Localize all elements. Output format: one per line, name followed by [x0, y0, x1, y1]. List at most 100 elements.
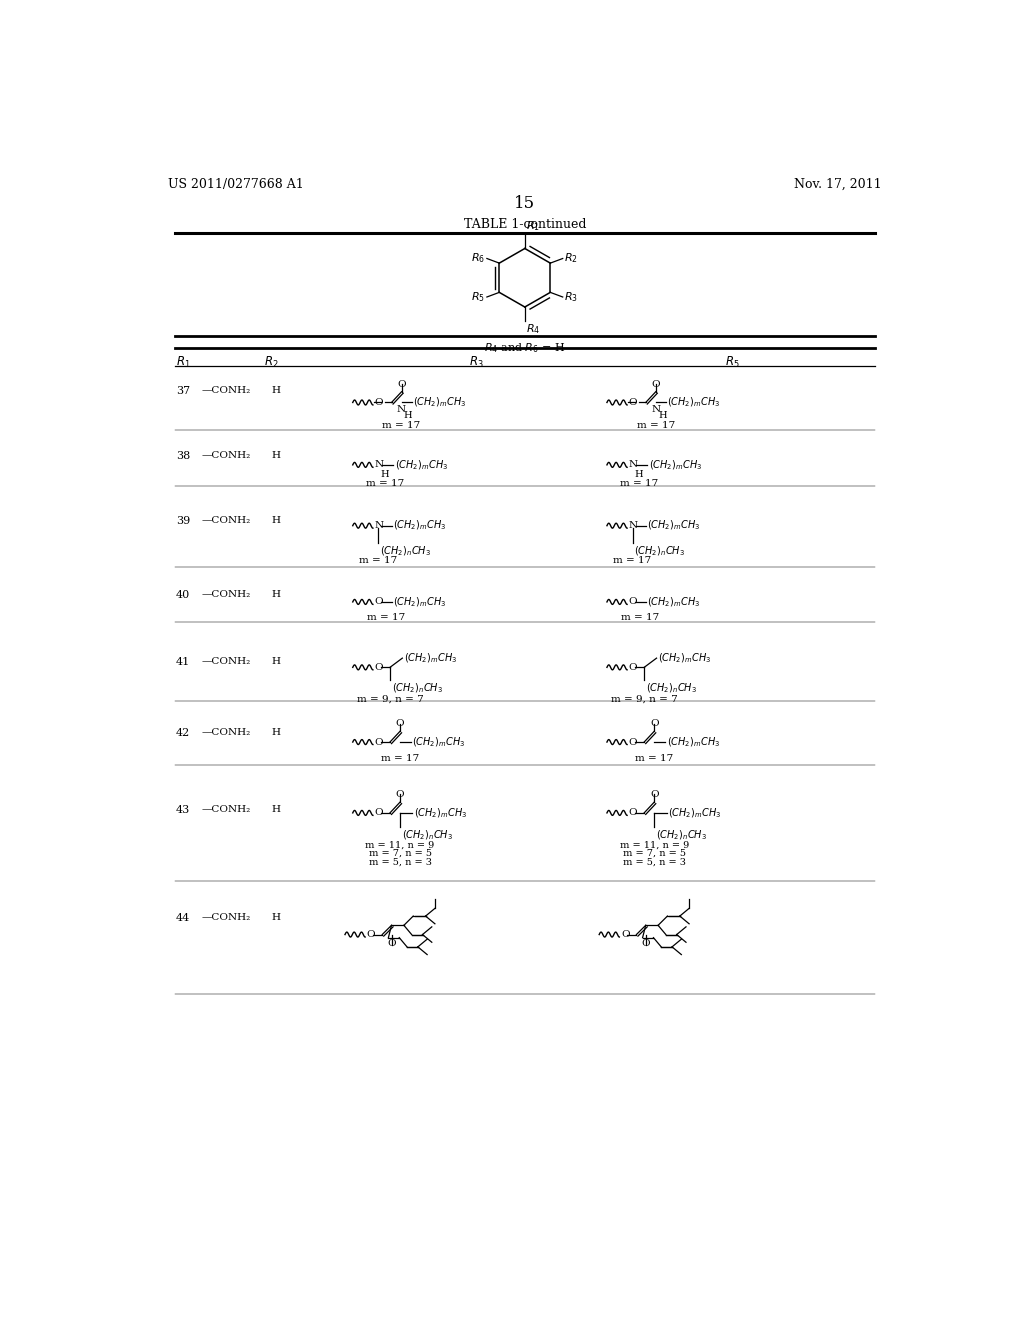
Text: m = 9, n = 7: m = 9, n = 7: [610, 696, 678, 704]
Text: N: N: [397, 405, 407, 413]
Text: m = 17: m = 17: [613, 557, 651, 565]
Text: m = 17: m = 17: [637, 421, 675, 430]
Text: 44: 44: [176, 913, 190, 923]
Text: 41: 41: [176, 656, 190, 667]
Text: $(CH_2)_m CH_3$: $(CH_2)_m CH_3$: [658, 651, 712, 665]
Text: $(CH_2)_n CH_3$: $(CH_2)_n CH_3$: [380, 544, 431, 558]
Text: H: H: [271, 805, 281, 814]
Text: $(CH_2)_m CH_3$: $(CH_2)_m CH_3$: [647, 595, 700, 609]
Text: O: O: [375, 808, 383, 817]
Text: H: H: [381, 470, 389, 479]
Text: H: H: [271, 913, 281, 921]
Text: O: O: [395, 791, 404, 799]
Text: m = 17: m = 17: [381, 755, 419, 763]
Text: m = 17: m = 17: [622, 612, 659, 622]
Text: $(CH_2)_m CH_3$: $(CH_2)_m CH_3$: [403, 651, 458, 665]
Text: O: O: [367, 931, 376, 939]
Text: $R_5$: $R_5$: [471, 290, 485, 304]
Text: $R_6$: $R_6$: [471, 252, 485, 265]
Text: $R_3$: $R_3$: [469, 355, 484, 370]
Text: —CONH₂: —CONH₂: [202, 729, 251, 737]
Text: H: H: [271, 590, 281, 598]
Text: 40: 40: [176, 590, 190, 599]
Text: $R_4$: $R_4$: [526, 322, 541, 337]
Text: m = 7, n = 5: m = 7, n = 5: [623, 849, 686, 858]
Text: O: O: [650, 791, 658, 799]
Text: US 2011/0277668 A1: US 2011/0277668 A1: [168, 178, 304, 190]
Text: N: N: [629, 461, 638, 470]
Text: H: H: [271, 451, 281, 459]
Text: $(CH_2)_n CH_3$: $(CH_2)_n CH_3$: [646, 681, 696, 694]
Text: H: H: [271, 729, 281, 737]
Text: $R_1$: $R_1$: [176, 355, 191, 370]
Text: TABLE 1-continued: TABLE 1-continued: [464, 218, 586, 231]
Text: N: N: [375, 521, 384, 531]
Text: 39: 39: [176, 516, 190, 527]
Text: $R_4$ and $R_6$ = H: $R_4$ and $R_6$ = H: [484, 341, 565, 355]
Text: O: O: [629, 663, 637, 672]
Text: $R_2$: $R_2$: [564, 252, 579, 265]
Text: H: H: [271, 516, 281, 525]
Text: m = 11, n = 9: m = 11, n = 9: [366, 841, 434, 850]
Text: $(CH_2)_m CH_3$: $(CH_2)_m CH_3$: [669, 807, 722, 820]
Text: 37: 37: [176, 385, 190, 396]
Text: m = 17: m = 17: [382, 421, 421, 430]
Text: O: O: [375, 738, 383, 747]
Text: $(CH_2)_m CH_3$: $(CH_2)_m CH_3$: [667, 735, 720, 748]
Text: m = 17: m = 17: [367, 479, 404, 487]
Text: H: H: [403, 411, 413, 420]
Text: $(CH_2)_m CH_3$: $(CH_2)_m CH_3$: [393, 519, 446, 532]
Text: $(CH_2)_m CH_3$: $(CH_2)_m CH_3$: [649, 458, 702, 471]
Text: $(CH_2)_n CH_3$: $(CH_2)_n CH_3$: [634, 544, 685, 558]
Text: m = 17: m = 17: [635, 755, 674, 763]
Text: m = 5, n = 3: m = 5, n = 3: [369, 858, 431, 866]
Text: $(CH_2)_n CH_3$: $(CH_2)_n CH_3$: [391, 681, 442, 694]
Text: O: O: [397, 380, 406, 388]
Text: Nov. 17, 2011: Nov. 17, 2011: [794, 178, 882, 190]
Text: $(CH_2)_m CH_3$: $(CH_2)_m CH_3$: [414, 807, 467, 820]
Text: O: O: [629, 808, 637, 817]
Text: $(CH_2)_m CH_3$: $(CH_2)_m CH_3$: [647, 519, 700, 532]
Text: O: O: [375, 663, 383, 672]
Text: N: N: [375, 461, 384, 470]
Text: O: O: [641, 940, 650, 948]
Text: m = 7, n = 5: m = 7, n = 5: [369, 849, 431, 858]
Text: —CONH₂: —CONH₂: [202, 451, 251, 459]
Text: $R_1$: $R_1$: [526, 219, 541, 234]
Text: O: O: [629, 738, 637, 747]
Text: O: O: [629, 399, 637, 407]
Text: —CONH₂: —CONH₂: [202, 656, 251, 665]
Text: —CONH₂: —CONH₂: [202, 516, 251, 525]
Text: O: O: [650, 719, 658, 729]
Text: O: O: [375, 399, 383, 407]
Text: $(CH_2)_m CH_3$: $(CH_2)_m CH_3$: [414, 396, 467, 409]
Text: —CONH₂: —CONH₂: [202, 805, 251, 814]
Text: $(CH_2)_n CH_3$: $(CH_2)_n CH_3$: [655, 829, 707, 842]
Text: N: N: [651, 405, 660, 413]
Text: —CONH₂: —CONH₂: [202, 913, 251, 921]
Text: 42: 42: [176, 729, 190, 738]
Text: $(CH_2)_m CH_3$: $(CH_2)_m CH_3$: [394, 458, 447, 471]
Text: m = 17: m = 17: [359, 557, 397, 565]
Text: m = 11, n = 9: m = 11, n = 9: [620, 841, 689, 850]
Text: O: O: [629, 598, 637, 606]
Text: —CONH₂: —CONH₂: [202, 590, 251, 598]
Text: m = 17: m = 17: [367, 612, 406, 622]
Text: $R_2$: $R_2$: [264, 355, 279, 370]
Text: 15: 15: [514, 195, 536, 213]
Text: —CONH₂: —CONH₂: [202, 385, 251, 395]
Text: H: H: [635, 470, 643, 479]
Text: H: H: [271, 385, 281, 395]
Text: $R_3$: $R_3$: [564, 290, 579, 304]
Text: $(CH_2)_m CH_3$: $(CH_2)_m CH_3$: [413, 735, 466, 748]
Text: $(CH_2)_n CH_3$: $(CH_2)_n CH_3$: [401, 829, 453, 842]
Text: 38: 38: [176, 451, 190, 461]
Text: O: O: [651, 380, 660, 388]
Text: m = 9, n = 7: m = 9, n = 7: [356, 696, 423, 704]
Text: O: O: [375, 598, 383, 606]
Text: H: H: [658, 411, 667, 420]
Text: m = 17: m = 17: [621, 479, 658, 487]
Text: $(CH_2)_m CH_3$: $(CH_2)_m CH_3$: [393, 595, 446, 609]
Text: $R_5$: $R_5$: [725, 355, 739, 370]
Text: O: O: [387, 940, 396, 948]
